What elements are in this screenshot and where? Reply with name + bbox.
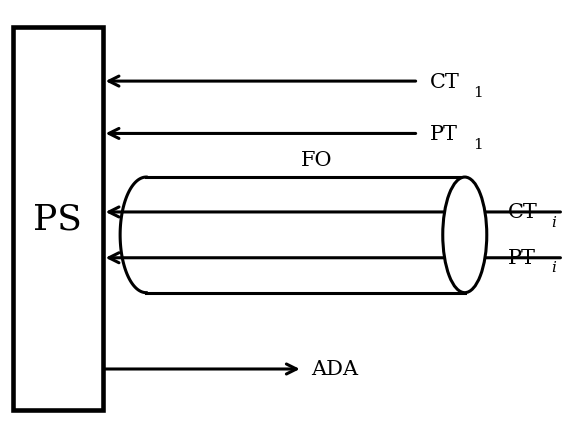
Text: CT: CT [430,72,460,92]
Text: FO: FO [301,151,333,170]
Text: i: i [552,215,556,229]
Bar [13,28,103,410]
Ellipse shape [443,178,487,293]
Text: ADA: ADA [311,360,359,378]
Text: CT: CT [508,203,538,222]
Text: 1: 1 [473,86,483,100]
Text: i: i [552,261,556,275]
Text: PT: PT [508,249,536,268]
Text: 1: 1 [473,138,483,152]
Text: PT: PT [430,125,458,144]
Text: PS: PS [33,202,82,236]
